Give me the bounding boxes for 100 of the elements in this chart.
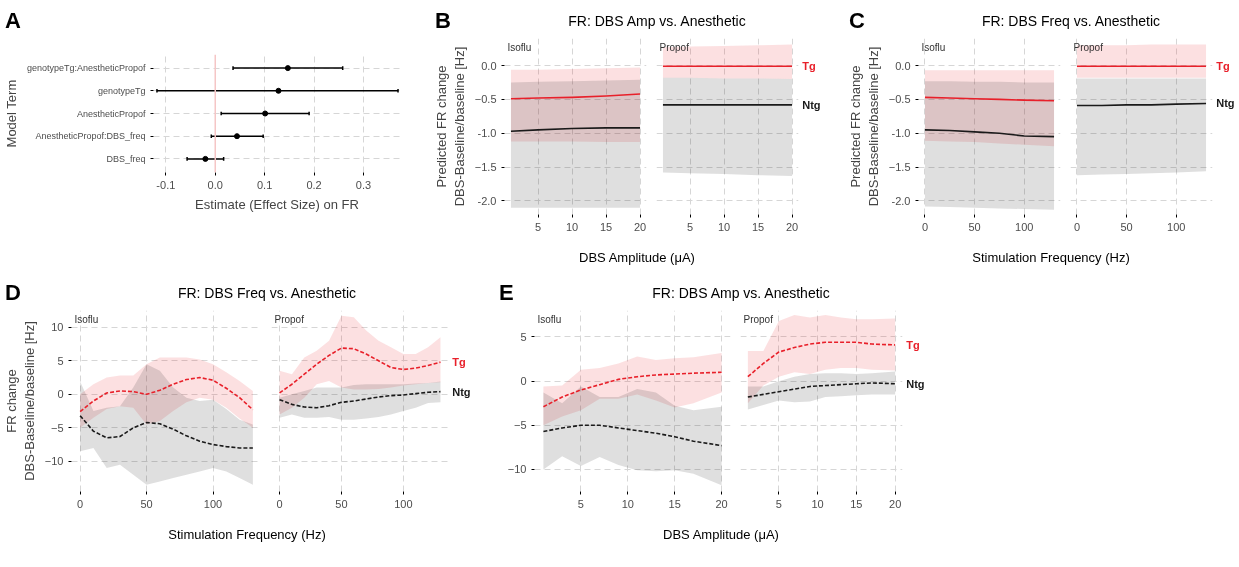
series-label: Tg: [452, 356, 466, 369]
y-tick-label: 10: [51, 321, 64, 334]
y-tick-label: 0.0: [895, 59, 911, 72]
series-label: Ntg: [802, 98, 821, 111]
y-tick-label: −10: [507, 463, 527, 476]
y-tick-label: −0.5: [474, 93, 497, 106]
x-tick-label: 0.2: [306, 178, 322, 191]
chart-subtitle: Isoflu: [921, 41, 946, 53]
x-axis-title: DBS Amplitude (μA): [662, 526, 780, 544]
chart-subtitle: Propof: [659, 41, 690, 53]
y-axis-title: FR change DBS-Baseline/baseline [Hz]: [3, 321, 37, 481]
text: B: [435, 7, 452, 35]
x-tick-label: 5: [687, 220, 694, 233]
y-tick-label: genotypeTg: [97, 85, 146, 96]
y-tick-label: AnestheticPropof:DBS_freq: [35, 131, 146, 142]
chart-title: FR: DBS Freq vs. Anesthetic: [980, 11, 1162, 31]
x-tick-label: 10: [565, 220, 579, 233]
series-label: Ntg: [452, 385, 471, 398]
chart-subtitle: Propof: [743, 313, 774, 325]
x-tick-label: 0.0: [207, 178, 223, 191]
y-tick-label: DBS_freq: [106, 153, 146, 164]
x-tick-label: 5: [577, 497, 584, 510]
x-tick-label: 15: [668, 497, 681, 510]
x-tick-label: 5: [535, 220, 542, 233]
x-tick-label: 15: [751, 220, 765, 233]
x-tick-label: -0.1: [156, 178, 176, 191]
y-tick-label: -1.0: [891, 127, 911, 140]
series-label: Tg: [802, 60, 816, 73]
y-tick-label: genotypeTg:AnestheticPropof: [26, 63, 146, 74]
point: [262, 110, 269, 117]
y-tick-label: 0: [57, 388, 64, 401]
x-tick-label: 100: [1167, 220, 1186, 233]
point: [284, 65, 291, 72]
point: [233, 133, 240, 140]
x-tick-label: 10: [717, 220, 731, 233]
x-axis-title: Stimulation Frequency (Hz): [971, 249, 1131, 267]
x-axis-title: Estimate (Effect Size) on FR: [195, 196, 359, 212]
x-tick-label: 50: [968, 220, 981, 233]
y-axis-title: Predicted FR change DBS-Baseline/baseline [Hz]: [847, 46, 881, 207]
series-label: Ntg: [1216, 97, 1235, 110]
chart-title: FR: DBS Amp vs. Anesthetic: [567, 11, 747, 31]
y-tick-label: 0: [520, 375, 527, 388]
x-tick-label: 10: [621, 497, 634, 510]
line-series: [542, 424, 723, 447]
x-tick-label: 10: [811, 497, 824, 510]
series-label: Tg: [1216, 60, 1230, 73]
y-tick-label: 5: [520, 330, 527, 343]
y-tick-label: -2.0: [891, 194, 911, 207]
point: [202, 155, 209, 162]
chart-subtitle: Propof: [1073, 41, 1104, 53]
y-tick-label: -1.0: [477, 127, 497, 140]
x-tick-label: 100: [203, 497, 223, 510]
x-tick-label: 0.3: [355, 178, 372, 191]
x-tick-label: 20: [715, 497, 728, 510]
series-label: Ntg: [906, 377, 925, 390]
chart-title: FR: DBS Amp vs. Anesthetic: [651, 283, 831, 303]
text: A: [5, 7, 22, 35]
y-axis-title: Model Term: [3, 79, 19, 148]
y-tick-label: −5: [50, 421, 64, 434]
x-tick-label: 5: [775, 497, 782, 510]
x-tick-label: 20: [889, 497, 902, 510]
line-series: [542, 371, 723, 408]
x-tick-label: 100: [1015, 220, 1034, 233]
x-tick-label: 15: [850, 497, 863, 510]
text: D: [5, 279, 22, 307]
x-tick-label: 100: [394, 497, 413, 510]
line-series: [79, 376, 254, 413]
x-tick-label: 50: [140, 497, 153, 510]
y-tick-label: −1.5: [888, 161, 911, 174]
x-tick-label: 50: [1120, 220, 1133, 233]
y-tick-label: 5: [57, 354, 64, 367]
y-tick-label: 0.0: [481, 59, 497, 72]
point: [275, 87, 282, 94]
series-label: Tg: [906, 338, 920, 351]
chart-subtitle: Isoflu: [74, 313, 99, 325]
x-tick-label: 0: [1073, 220, 1081, 233]
text: E: [499, 279, 515, 307]
y-tick-label: −10: [44, 455, 64, 468]
x-tick-label: 50: [335, 497, 348, 510]
chart-subtitle: Propof: [274, 313, 305, 325]
y-axis-title: Predicted FR change DBS-Baseline/baseline [Hz]: [433, 46, 467, 207]
x-tick-label: 0: [921, 220, 929, 233]
y-tick-label: AnestheticPropof: [76, 108, 146, 119]
chart-subtitle: Isoflu: [537, 313, 562, 325]
x-tick-label: 20: [633, 220, 647, 233]
chart-title: FR: DBS Freq vs. Anesthetic: [176, 283, 358, 303]
line-series: [924, 129, 1055, 138]
x-tick-label: 20: [785, 220, 799, 233]
x-tick-label: 15: [599, 220, 613, 233]
x-tick-label: 0.1: [257, 178, 273, 191]
y-tick-label: −0.5: [888, 93, 911, 106]
x-tick-label: 0: [276, 497, 283, 510]
x-axis-title: Stimulation Frequency (Hz): [167, 526, 327, 544]
y-tick-label: −1.5: [474, 161, 497, 174]
x-axis-title: DBS Amplitude (μA): [578, 249, 696, 267]
y-tick-label: -2.0: [477, 194, 497, 207]
text: C: [849, 7, 866, 35]
chart-subtitle: Isoflu: [507, 41, 532, 53]
y-tick-label: −5: [513, 419, 527, 432]
line-series: [79, 414, 254, 449]
